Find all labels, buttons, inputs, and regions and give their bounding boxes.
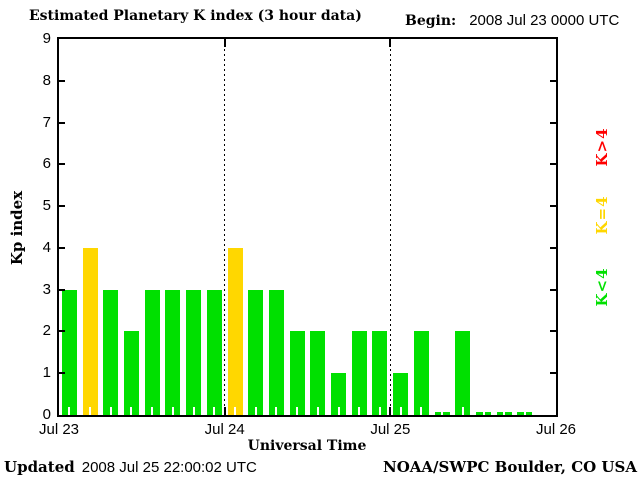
- kp-bar: [372, 331, 388, 415]
- y-tick-label: 5: [42, 197, 51, 215]
- y-tick-right: [550, 372, 556, 375]
- x-tick-notch: [399, 407, 402, 415]
- y-tick-left: [59, 372, 65, 375]
- x-tick-label: Jul 24: [204, 421, 245, 438]
- kp-bar: [227, 248, 243, 415]
- y-tick-label: 2: [42, 322, 51, 340]
- day-boundary-line: [389, 39, 391, 415]
- y-tick-left: [59, 121, 65, 124]
- kp-bar: [310, 331, 326, 415]
- x-tick-notch: [109, 407, 112, 415]
- x-tick-notch: [254, 407, 257, 415]
- kp-bar: [61, 290, 77, 415]
- y-tick-left: [59, 205, 65, 208]
- kp-bar: [393, 373, 409, 415]
- chart-title: Estimated Planetary K index (3 hour data…: [29, 8, 362, 24]
- x-tick-notch: [358, 407, 361, 415]
- y-tick-label: 0: [42, 406, 51, 423]
- plot-area: [57, 37, 558, 417]
- kp-bar: [165, 290, 181, 415]
- kp-bar: [186, 290, 202, 415]
- x-tick-notch: [523, 407, 526, 415]
- source-credit: NOAA/SWPC Boulder, CO USA: [382, 458, 637, 476]
- x-tick-label: Jul 26: [535, 421, 577, 438]
- updated-value: 2008 Jul 25 22:00:02 UTC: [81, 459, 257, 476]
- y-tick-left: [59, 330, 65, 333]
- y-tick-label: 8: [42, 71, 51, 89]
- y-tick-right: [550, 330, 556, 333]
- x-tick-notch: [441, 407, 444, 415]
- x-tick-notch: [316, 407, 319, 415]
- x-tick-label: Jul 23: [38, 421, 80, 438]
- y-tick-left: [59, 163, 65, 166]
- x-tick-notch: [503, 407, 506, 415]
- y-tick-label: 1: [42, 364, 51, 382]
- begin-caption: Begin: 2008 Jul 23 0000 UTC: [405, 12, 619, 29]
- y-tick-label: 3: [42, 280, 51, 298]
- day-boundary-tick-bottom: [389, 407, 392, 415]
- x-tick-notch: [192, 407, 195, 415]
- x-tick-notch: [234, 407, 237, 415]
- x-tick-label: Jul 25: [370, 421, 411, 438]
- begin-label: Begin:: [405, 13, 457, 29]
- x-tick-notch: [213, 407, 216, 415]
- x-tick-notch: [89, 407, 92, 415]
- kp-bar: [82, 248, 98, 415]
- x-tick-notch: [171, 407, 174, 415]
- y-tick-right: [550, 246, 556, 249]
- kp-bar: [248, 290, 264, 415]
- x-tick-notch: [461, 407, 464, 415]
- legend-k-gt-4: K>4: [593, 127, 611, 167]
- begin-value: 2008 Jul 23 0000 UTC: [469, 12, 620, 29]
- y-tick-right: [550, 288, 556, 291]
- day-boundary-tick-top: [389, 39, 392, 47]
- day-boundary-tick-bottom: [223, 407, 226, 415]
- kp-bar: [413, 331, 429, 415]
- y-tick-left: [59, 246, 65, 249]
- x-tick-notch: [275, 407, 278, 415]
- kp-bar: [268, 290, 284, 415]
- x-axis-title: Universal Time: [247, 438, 367, 454]
- kp-bar: [351, 331, 367, 415]
- kp-bar: [331, 373, 347, 415]
- day-boundary-line: [224, 39, 226, 415]
- y-tick-label: 6: [42, 155, 51, 173]
- legend-k-lt-4: K<4: [593, 267, 611, 307]
- y-tick-right: [550, 79, 556, 82]
- kp-bar: [455, 331, 471, 415]
- kp-bar: [206, 290, 222, 415]
- x-tick-notch: [337, 407, 340, 415]
- updated-caption: Updated 2008 Jul 25 22:00:02 UTC: [4, 458, 257, 476]
- y-tick-right: [550, 205, 556, 208]
- day-boundary-tick-top: [223, 39, 226, 47]
- legend-k-eq-4: K=4: [593, 195, 611, 235]
- kp-bar: [144, 290, 160, 415]
- y-tick-label: 7: [42, 113, 51, 131]
- y-tick-left: [59, 79, 65, 82]
- x-tick-notch: [420, 407, 423, 415]
- y-tick-label: 4: [42, 238, 51, 256]
- kp-bar: [289, 331, 305, 415]
- y-tick-label: 9: [42, 30, 51, 47]
- kp-bar: [103, 290, 119, 415]
- x-tick-notch: [151, 407, 154, 415]
- x-tick-notch: [130, 407, 133, 415]
- y-tick-right: [550, 163, 556, 166]
- y-tick-right: [550, 121, 556, 124]
- x-tick-notch: [296, 407, 299, 415]
- x-tick-notch: [68, 407, 71, 415]
- kp-bar: [123, 331, 139, 415]
- updated-label: Updated: [4, 458, 75, 476]
- x-tick-notch: [378, 407, 381, 415]
- x-tick-notch: [482, 407, 485, 415]
- y-tick-left: [59, 288, 65, 291]
